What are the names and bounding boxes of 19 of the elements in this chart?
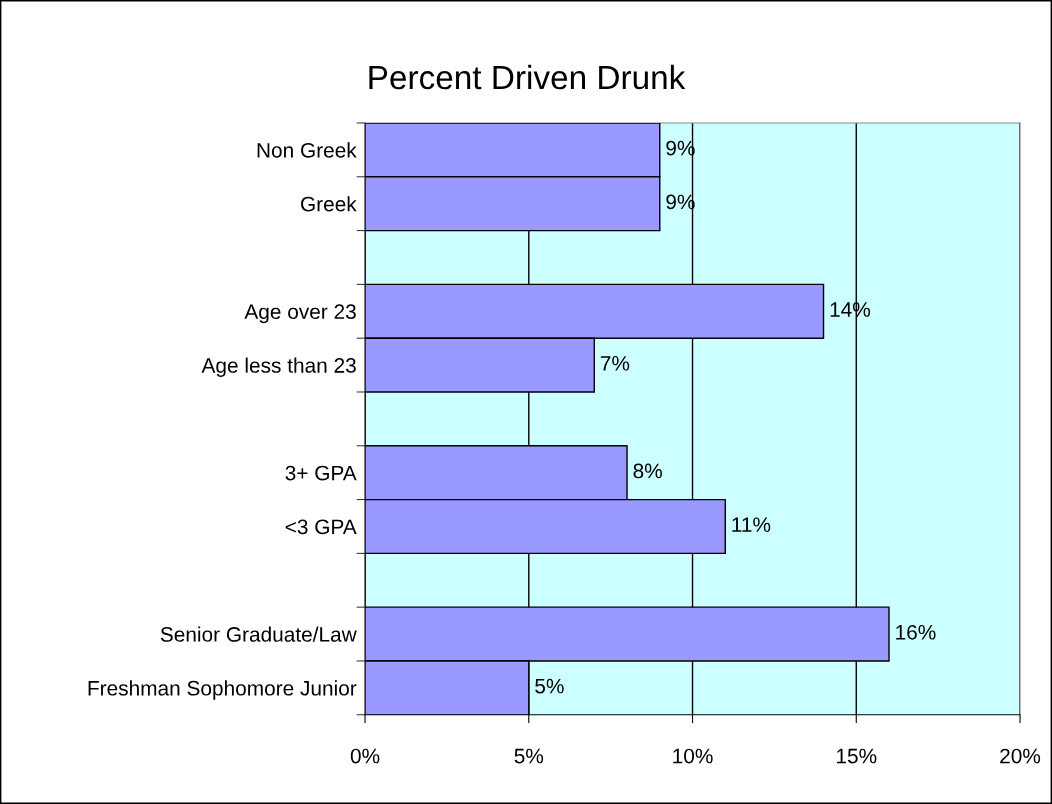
data-label: 5%	[535, 678, 564, 694]
data-label: 8%	[633, 463, 662, 479]
y-tick-label: Senior Graduate/Law	[160, 626, 357, 642]
y-tick-label: <3 GPA	[285, 519, 357, 535]
data-label: 16%	[896, 624, 936, 640]
y-tick-label: Age less than 23	[201, 357, 356, 377]
y-tick-label: Greek	[301, 196, 357, 212]
x-tick-label: 20%	[1000, 748, 1041, 764]
x-tick-label: 15%	[837, 748, 877, 764]
y-tick-label: 3+ GPA	[285, 465, 357, 481]
data-label: 7%	[600, 356, 630, 371]
y-tick-label: Age over 23	[244, 304, 356, 324]
chart-title: Percent Driven Drunk	[369, 64, 686, 90]
data-label: 11%	[732, 517, 771, 532]
x-tick-label: 5%	[514, 748, 544, 764]
x-tick-label: 10%	[673, 748, 713, 764]
y-tick-label: Freshman Sophomore Junior	[88, 680, 357, 700]
x-tick-label: 0%	[350, 748, 380, 764]
y-tick-label: Non Greek	[257, 142, 357, 158]
